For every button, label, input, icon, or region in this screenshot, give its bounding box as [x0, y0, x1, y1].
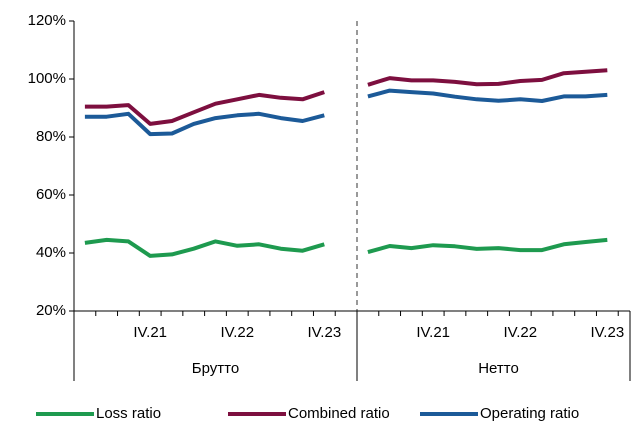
x-tick-label: IV.23: [308, 324, 342, 341]
series-line: [367, 237, 608, 255]
y-tick-label: 40%: [36, 244, 66, 261]
group-label: Брутто: [192, 360, 239, 377]
x-tick-label: IV.21: [416, 324, 450, 341]
x-tick-label: IV.21: [133, 324, 167, 341]
x-tick-label: IV.22: [220, 324, 254, 341]
x-tick-label: IV.22: [503, 324, 537, 341]
y-tick-label: 20%: [36, 302, 66, 319]
group-label: Нетто: [478, 360, 519, 377]
y-tick-label: 100%: [28, 70, 66, 87]
series-line: [367, 88, 608, 103]
legend-label: Loss ratio: [96, 405, 161, 422]
series-line: [84, 111, 325, 137]
y-tick-label: 80%: [36, 128, 66, 145]
x-tick-label: IV.23: [591, 324, 625, 341]
series-line: [367, 68, 608, 87]
y-tick-label: 60%: [36, 186, 66, 203]
y-tick-label: 120%: [28, 12, 66, 29]
legend-label: Operating ratio: [480, 405, 579, 422]
legend-label: Combined ratio: [288, 405, 390, 422]
series-line: [84, 90, 325, 126]
series-line: [84, 237, 325, 258]
